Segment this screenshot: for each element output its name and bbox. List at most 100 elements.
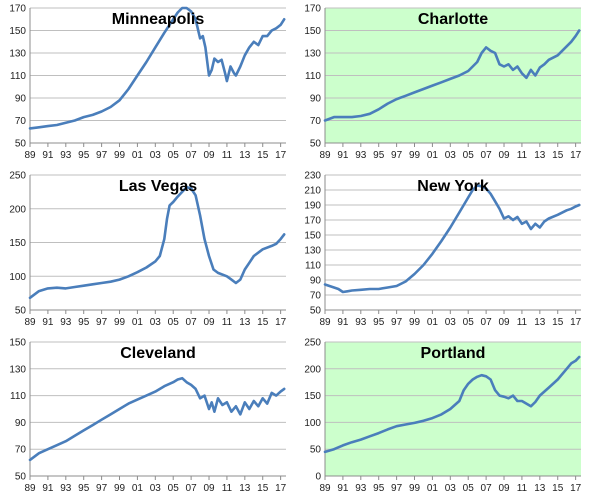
y-tick-label: 170 <box>304 4 321 15</box>
x-tick-label: 05 <box>463 483 475 494</box>
x-tick-label: 89 <box>24 150 36 161</box>
y-tick-label: 70 <box>15 116 27 127</box>
x-tick-label: 95 <box>373 150 385 161</box>
y-tick-label: 50 <box>310 445 322 456</box>
y-tick-label: 90 <box>310 276 322 287</box>
x-tick-label: 17 <box>275 150 287 161</box>
x-tick-label: 03 <box>150 317 162 328</box>
x-tick-label: 11 <box>222 150 233 161</box>
chart-title: Charlotte <box>418 11 488 28</box>
x-tick-label: 89 <box>24 317 36 328</box>
x-tick-label: 05 <box>168 150 180 161</box>
y-tick-label: 50 <box>310 306 322 317</box>
x-tick-label: 99 <box>114 150 126 161</box>
x-tick-label: 01 <box>427 483 439 494</box>
plot-area <box>325 342 581 476</box>
x-tick-label: 95 <box>373 317 385 328</box>
y-tick-label: 50 <box>310 139 322 150</box>
x-tick-label: 03 <box>445 317 457 328</box>
chart-minneapolis: 50 70 90 110 130 150 170 89 91 93 95 97 99 01 03 05 07 09… <box>0 0 294 167</box>
x-tick-label: 07 <box>481 150 493 161</box>
x-tick-label: 91 <box>337 483 349 494</box>
x-tick-label: 03 <box>445 150 457 161</box>
chart-title: Portland <box>421 345 486 362</box>
y-tick-label: 130 <box>9 49 26 60</box>
x-tick-label: 93 <box>60 317 72 328</box>
x-tick-label: 99 <box>409 317 421 328</box>
x-tick-label: 05 <box>168 483 180 494</box>
x-tick-label: 01 <box>132 150 144 161</box>
x-tick-label: 03 <box>150 483 162 494</box>
x-tick-label: 17 <box>570 150 582 161</box>
x-tick-label: 15 <box>257 483 269 494</box>
series-line <box>323 355 581 454</box>
x-tick-label: 09 <box>203 317 215 328</box>
x-tick-label: 13 <box>534 483 546 494</box>
x-tick-label: 99 <box>409 150 421 161</box>
y-tick-label: 200 <box>304 364 321 375</box>
y-tick-label: 50 <box>15 472 27 483</box>
x-tick-label: 93 <box>355 483 367 494</box>
x-tick-label: 09 <box>203 150 215 161</box>
x-tick-label: 07 <box>481 317 493 328</box>
y-tick-label: 150 <box>304 231 321 242</box>
y-tick-label: 210 <box>304 186 321 197</box>
chart-cleveland: 50 70 90 110 130 150 89 91 93 95 97 99 01 03 05 07 09 11 1… <box>0 334 294 500</box>
y-tick-label: 70 <box>310 291 322 302</box>
y-tick-label: 90 <box>15 94 27 105</box>
y-tick-label: 110 <box>10 391 26 402</box>
x-tick-label: 89 <box>24 483 36 494</box>
x-tick-label: 09 <box>498 483 510 494</box>
x-tick-label: 89 <box>319 150 331 161</box>
y-tick-label: 50 <box>15 306 27 317</box>
x-tick-label: 95 <box>78 317 90 328</box>
x-tick-label: 91 <box>337 317 349 328</box>
x-tick-label: 09 <box>498 317 510 328</box>
x-tick-label: 15 <box>552 483 564 494</box>
chart-title: Las Vegas <box>119 178 197 195</box>
plot-area <box>30 342 286 476</box>
x-tick-label: 11 <box>517 150 528 161</box>
chart-new-york: 50 70 90 110 130 150 170 190 210 230 89 91 93 95 97 99 0… <box>295 167 589 334</box>
x-tick-label: 01 <box>427 317 439 328</box>
x-tick-label: 97 <box>391 150 403 161</box>
x-tick-label: 97 <box>96 317 108 328</box>
x-tick-label: 99 <box>114 317 126 328</box>
x-tick-label: 07 <box>481 483 493 494</box>
y-tick-label: 170 <box>304 216 321 227</box>
x-tick-label: 17 <box>570 483 582 494</box>
x-tick-label: 15 <box>552 317 564 328</box>
x-tick-label: 13 <box>239 483 251 494</box>
chart-title: Minneapolis <box>112 11 205 28</box>
x-tick-label: 97 <box>391 317 403 328</box>
x-tick-label: 13 <box>534 317 546 328</box>
x-tick-label: 05 <box>168 317 180 328</box>
x-tick-label: 11 <box>222 317 233 328</box>
y-tick-label: 150 <box>9 238 26 249</box>
chart-title: Cleveland <box>120 345 196 362</box>
x-tick-label: 91 <box>42 483 54 494</box>
x-tick-label: 03 <box>445 483 457 494</box>
x-tick-label: 03 <box>150 150 162 161</box>
y-tick-label: 110 <box>305 261 321 272</box>
x-tick-label: 93 <box>60 150 72 161</box>
x-tick-label: 17 <box>275 317 287 328</box>
y-tick-label: 70 <box>310 116 322 127</box>
series-line <box>28 6 286 130</box>
x-tick-label: 05 <box>463 150 475 161</box>
x-tick-label: 99 <box>114 483 126 494</box>
x-tick-label: 93 <box>355 317 367 328</box>
x-tick-label: 89 <box>319 317 331 328</box>
x-tick-label: 13 <box>534 150 546 161</box>
y-tick-label: 90 <box>15 418 27 429</box>
x-tick-label: 15 <box>552 150 564 161</box>
series-line <box>28 185 286 300</box>
x-tick-label: 07 <box>186 317 198 328</box>
y-tick-label: 150 <box>304 391 321 402</box>
y-tick-label: 100 <box>9 272 26 283</box>
x-tick-label: 13 <box>239 317 251 328</box>
x-tick-label: 93 <box>355 150 367 161</box>
x-tick-label: 15 <box>257 317 269 328</box>
y-tick-label: 150 <box>304 26 321 37</box>
y-tick-label: 110 <box>10 71 26 82</box>
